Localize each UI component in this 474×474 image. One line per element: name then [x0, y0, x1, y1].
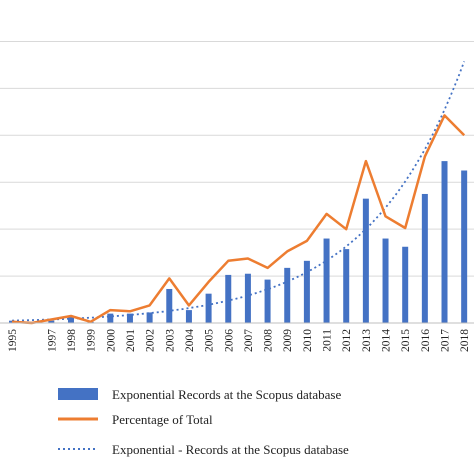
- x-tick-label: 2003: [164, 329, 176, 352]
- bar-2002: [146, 312, 153, 323]
- bar-2008: [264, 279, 271, 323]
- bar-2003: [166, 288, 173, 323]
- bar-2013: [362, 198, 369, 323]
- legend-label-bars: Exponential Records at the Scopus databa…: [112, 387, 341, 402]
- x-tick-label: 2012: [341, 329, 353, 352]
- legend-label-trend: Exponential - Records at the Scopus data…: [112, 442, 349, 457]
- bar-2001: [126, 313, 133, 323]
- x-tick-label: 2000: [105, 329, 117, 352]
- bar-2012: [343, 249, 350, 323]
- line-series: [11, 114, 466, 325]
- gridlines: [0, 40, 474, 324]
- trendline: [11, 61, 466, 322]
- bar-2014: [382, 238, 389, 323]
- x-tick-label: 2005: [204, 329, 216, 352]
- x-tick-label: 2016: [420, 329, 432, 352]
- x-tick-label: 2015: [400, 329, 412, 352]
- legend-swatch-bars: [58, 388, 98, 400]
- x-tick-label: 2010: [302, 329, 314, 352]
- x-tick-label: 2017: [440, 329, 452, 352]
- x-tick-label: 1997: [46, 329, 58, 352]
- bar-2018: [461, 170, 468, 323]
- legend-label-line: Percentage of Total: [112, 412, 213, 427]
- bar-2009: [284, 267, 291, 323]
- trendline-series: [11, 61, 466, 322]
- bar-1998: [67, 317, 74, 323]
- x-tick-label: 2006: [223, 329, 235, 352]
- x-tick-label: 2008: [263, 329, 275, 352]
- x-tick-label: 2002: [145, 329, 157, 352]
- bar-2017: [441, 161, 448, 323]
- x-tick-label: 2004: [184, 329, 196, 352]
- x-tick-label: 2014: [381, 329, 393, 352]
- bar-series: [9, 161, 468, 323]
- x-tick-label: 2009: [282, 329, 294, 352]
- x-tick-label: 2011: [322, 329, 334, 352]
- x-axis: 1995 1997 1998 1999 2000 2001 2002 2003 2004 2005…: [0, 322, 474, 352]
- x-tick-label: 2001: [125, 329, 137, 352]
- line-percentage: [11, 114, 466, 325]
- bar-1997: [48, 320, 55, 323]
- bar-2010: [303, 260, 310, 323]
- x-tick-label: 2013: [361, 329, 373, 352]
- x-tick-label: 1998: [66, 329, 78, 352]
- bar-2006: [225, 274, 232, 323]
- bar-2007: [244, 273, 251, 323]
- x-tick-label: 1995: [7, 329, 19, 352]
- bar-2004: [185, 310, 192, 323]
- x-tick-label: 1999: [86, 329, 98, 352]
- x-tick-label: 2007: [243, 329, 255, 352]
- legend: Exponential Records at the Scopus databa…: [58, 387, 349, 457]
- bar-2011: [323, 238, 330, 323]
- x-tick-label: 2018: [459, 329, 471, 352]
- bar-2000: [107, 313, 114, 323]
- bar-2005: [205, 293, 212, 323]
- bar-2015: [402, 246, 409, 323]
- bar-2016: [421, 193, 428, 323]
